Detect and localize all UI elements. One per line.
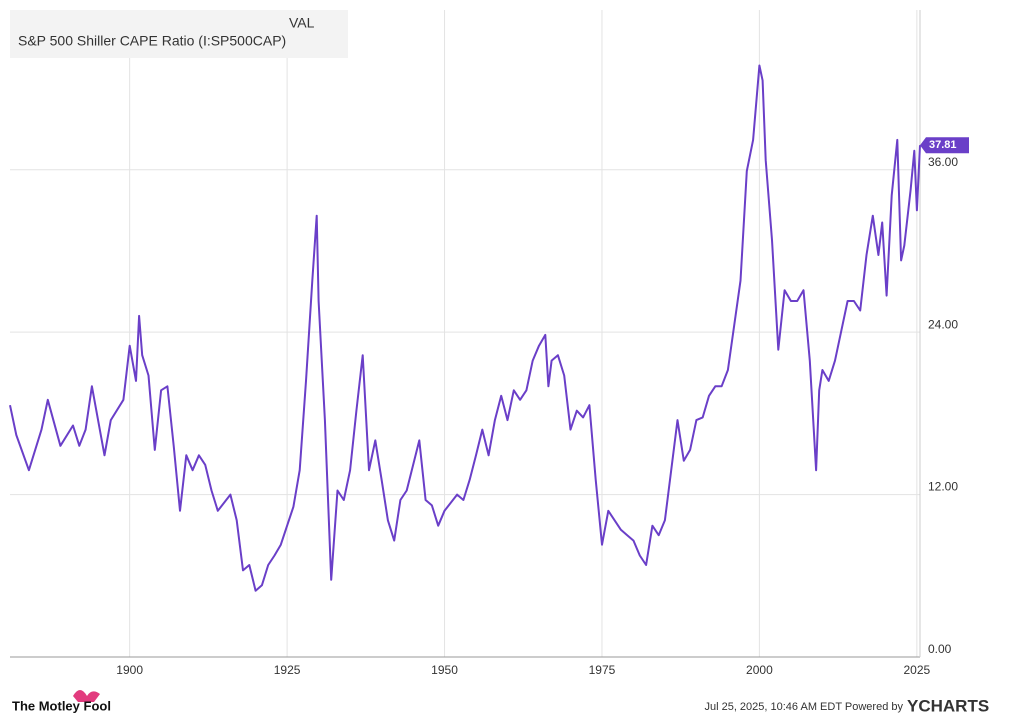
logo: The Motley Fool xyxy=(12,690,111,713)
last-value-flag xyxy=(920,137,969,154)
x-tick-label: 2000 xyxy=(746,663,773,677)
x-tick-label: 1900 xyxy=(116,663,143,677)
series-line xyxy=(9,64,921,592)
brand: YCHARTS xyxy=(907,696,989,715)
last-value-label: 37.81 xyxy=(929,139,957,151)
logo-icon xyxy=(73,690,100,702)
y-tick-label: 36.00 xyxy=(928,155,958,169)
plot xyxy=(9,10,921,658)
logo-text: The Motley Fool xyxy=(12,698,111,713)
x-tick-label: 1925 xyxy=(274,663,301,677)
value-header: VAL xyxy=(289,15,315,31)
y-tick-label: 12.00 xyxy=(928,480,958,494)
x-tick-label: 1950 xyxy=(431,663,458,677)
y-tick-label: 24.00 xyxy=(928,317,958,331)
x-tick-label: 1975 xyxy=(589,663,616,677)
source-note: Jul 25, 2025, 10:46 AM EDT Powered by xyxy=(704,701,903,713)
x-tick-label: 2025 xyxy=(903,663,930,677)
y-tick-label: 0.00 xyxy=(928,642,952,656)
series-name: S&P 500 Shiller CAPE Ratio (I:SP500CAP) xyxy=(18,33,286,49)
legend-box xyxy=(10,10,348,58)
